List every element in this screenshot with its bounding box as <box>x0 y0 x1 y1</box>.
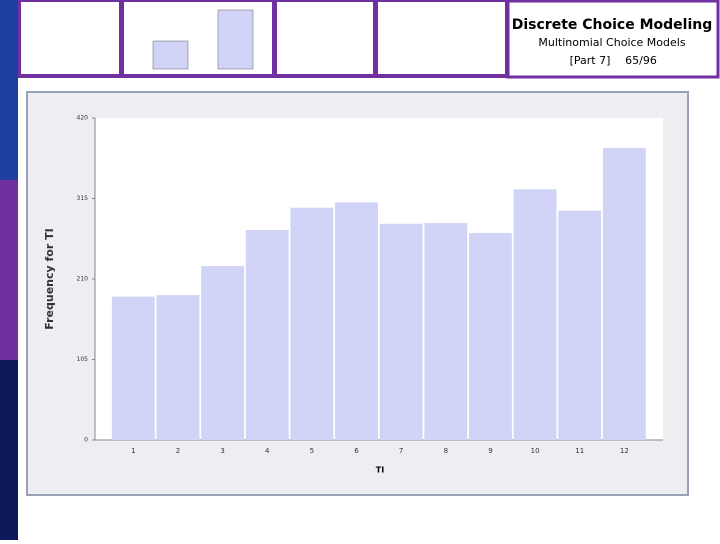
y-tick-label: 210 <box>77 276 89 283</box>
y-tick-label: 0 <box>84 437 88 444</box>
header-box <box>506 0 720 79</box>
bar <box>558 210 602 440</box>
side-band <box>0 180 18 360</box>
bar <box>513 189 557 440</box>
x-tick-label: 4 <box>265 447 270 455</box>
x-tick-label: 1 <box>131 447 135 455</box>
x-tick-label: 6 <box>354 447 359 455</box>
thumbnail <box>378 2 505 74</box>
y-axis-label: Frequency for TI <box>43 228 56 329</box>
y-tick-label: 105 <box>77 356 89 363</box>
x-tick-label: 12 <box>620 447 629 455</box>
x-tick-label: 3 <box>220 447 224 455</box>
header-subtitle: Multinomial Choice Models <box>538 36 685 49</box>
bar <box>201 265 245 440</box>
side-band <box>0 360 18 540</box>
header-title: Discrete Choice Modeling <box>512 17 713 33</box>
bar <box>245 229 289 440</box>
x-tick-label: 2 <box>176 447 180 455</box>
thumb-bar <box>217 9 254 70</box>
bar <box>469 233 512 440</box>
bar <box>379 223 423 440</box>
thumbnail <box>277 2 373 74</box>
bar <box>424 223 468 440</box>
bar <box>156 295 200 440</box>
x-axis-label: TI <box>376 466 384 475</box>
bar <box>290 207 334 440</box>
bar <box>335 202 378 440</box>
x-tick-label: 8 <box>444 447 448 455</box>
y-tick-label: 315 <box>77 195 89 202</box>
x-tick-label: 5 <box>310 447 314 455</box>
header-page: 65/96 <box>625 54 657 67</box>
bar <box>602 147 646 440</box>
bar <box>111 296 155 440</box>
header-part: [Part 7] <box>570 54 611 67</box>
x-tick-label: 9 <box>488 447 492 455</box>
y-tick-label: 420 <box>77 115 89 122</box>
x-tick-label: 10 <box>531 447 540 455</box>
thumbnail <box>21 2 119 74</box>
x-tick-label: 11 <box>575 447 584 455</box>
thumb-bar <box>152 40 189 70</box>
side-band <box>0 0 18 180</box>
x-tick-label: 7 <box>399 447 403 455</box>
